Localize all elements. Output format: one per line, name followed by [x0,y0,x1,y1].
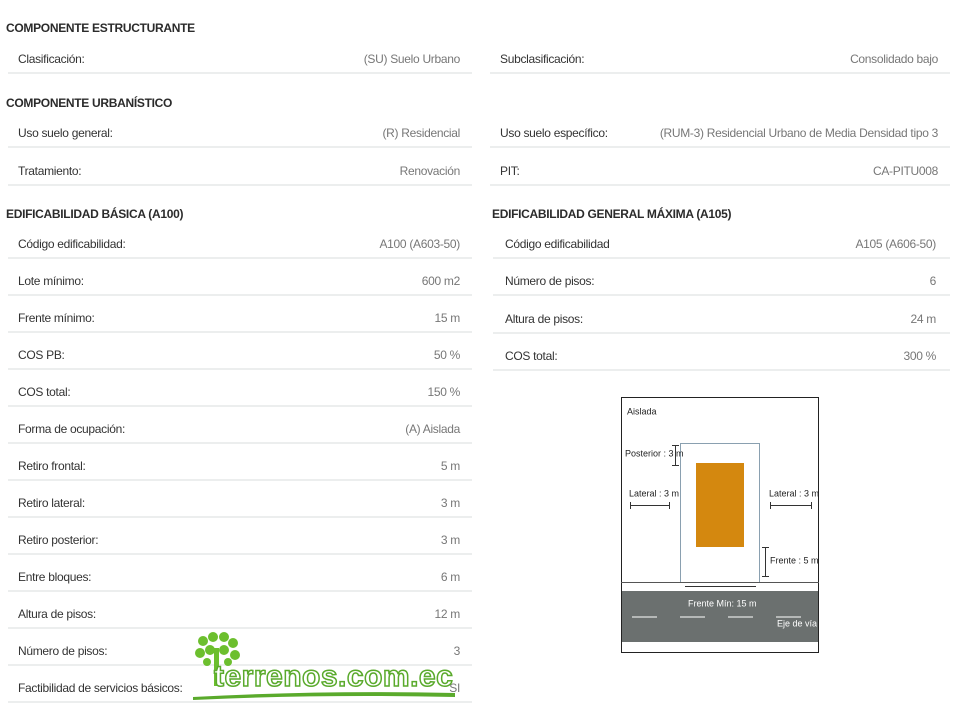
row-value: 5 m [440,459,460,473]
row-label: Lote mínimo: [18,274,84,288]
info-row: Clasificación: (SU) Suelo Urbano [8,42,472,74]
row-value: 6 m [440,570,460,584]
diagram-label: Frente : 5 m [770,555,819,565]
zoning-diagram: Aislada Posterior : 3 m Lateral : 3 m La… [621,397,819,653]
diagram-label: Eje de vía [777,618,817,628]
info-row: COS total: 150 % [8,375,472,407]
info-row: COS total: 300 % [493,339,950,371]
info-row: Código edificabilidad: A100 (A603-50) [8,227,472,259]
section-title: EDIFICABILIDAD GENERAL MÁXIMA (A105) [492,207,732,221]
info-row: Uso suelo general: (R) Residencial [8,116,472,148]
diagram-label: Frente Mín: 15 m [688,598,757,608]
diagram-label: Lateral : 3 m [629,488,679,498]
row-value: A100 (A603-50) [379,237,460,251]
info-row: Número de pisos: 3 [8,634,472,666]
row-value: Renovación [399,164,461,178]
info-row: Uso suelo específico: (RUM-3) Residencial… [490,116,950,148]
info-row: PIT: CA-PITU008 [490,154,950,186]
row-label: Subclasificación: [500,52,585,66]
row-label: COS PB: [18,348,65,362]
info-row: Retiro lateral: 3 m [8,486,472,518]
row-value: (R) Residencial [382,126,460,140]
row-value: 6 [929,274,937,289]
row-value: (A) Aislada [405,422,460,436]
row-label: Tratamiento: [18,164,82,178]
building [696,463,744,547]
info-row: Retiro frontal: 5 m [8,449,472,481]
row-label: Altura de pisos: [18,607,96,621]
info-row: Retiro posterior: 3 m [8,523,472,555]
row-value: 600 m2 [421,274,461,288]
row-label: Retiro frontal: [18,459,86,473]
row-value: (RUM-3) Residencial Urbano de Media Dens… [659,126,938,140]
diagram-label: Lateral : 3 m [769,488,819,498]
info-row: Frente mínimo: 15 m [8,301,472,333]
row-value: A105 (A606-50) [855,237,936,251]
info-row: Forma de ocupación: (A) Aislada [8,412,472,444]
row-label: Forma de ocupación: [18,422,126,436]
info-row: Entre bloques: 6 m [8,560,472,592]
row-label: PIT: [500,164,520,178]
info-row: Altura de pisos: 24 m [493,302,950,334]
row-value: 3 m [440,533,460,547]
info-row: Tratamiento: Renovación [8,154,472,186]
info-row: Factibilidad de servicios básicos: SI [8,671,472,703]
row-label: Código edificabilidad [505,237,610,251]
dimension-lines [630,445,812,587]
section-title: EDIFICABILIDAD BÁSICA (A100) [6,207,184,221]
info-row: Código edificabilidad A105 (A606-50) [493,227,950,259]
row-label: Código edificabilidad: [18,237,126,251]
info-row: Altura de pisos: 12 m [8,597,472,629]
row-value: 24 m [910,311,937,326]
row-value: Consolidado bajo [850,52,938,66]
row-value: 12 m [434,607,461,621]
row-label: Retiro lateral: [18,496,85,510]
row-value: 3 m [440,496,460,510]
swoosh [193,692,455,700]
row-label: Factibilidad de servicios básicos: [18,681,183,695]
row-label: Retiro posterior: [18,533,99,547]
diagram-label: Posterior : 3 m [625,448,684,458]
row-label: Uso suelo específico: [500,126,608,140]
row-label: COS total: [505,348,558,363]
watermark: terrenos.com.ec [193,632,455,700]
section-title: COMPONENTE ESTRUCTURANTE [6,21,195,35]
tree-icon [195,632,240,686]
info-row: Número de pisos: 6 [493,264,950,297]
watermark-text: terrenos.com.ec [214,660,453,693]
row-label: Uso suelo general: [18,126,113,140]
row-value: 3 [453,644,461,658]
info-row: Subclasificación: Consolidado bajo [490,42,950,74]
row-label: Altura de pisos: [505,311,583,326]
row-value: 15 m [434,311,461,325]
row-value: (SU) Suelo Urbano [363,52,461,66]
row-value: SI [449,681,460,695]
row-label: Frente mínimo: [18,311,95,325]
info-row: COS PB: 50 % [8,338,472,370]
row-label: Número de pisos: [18,644,108,658]
info-row: Lote mínimo: 600 m2 [8,264,472,296]
row-value: 50 % [433,348,460,362]
row-value: 300 % [903,348,936,363]
row-label: COS total: [18,385,71,399]
row-label: Clasificación: [18,52,85,66]
row-value: CA-PITU008 [872,164,938,178]
diagram-label: Aislada [627,406,657,416]
row-label: Número de pisos: [505,274,595,289]
section-title: COMPONENTE URBANÍSTICO [6,96,173,110]
row-label: Entre bloques: [18,570,92,584]
row-value: 150 % [427,385,460,399]
